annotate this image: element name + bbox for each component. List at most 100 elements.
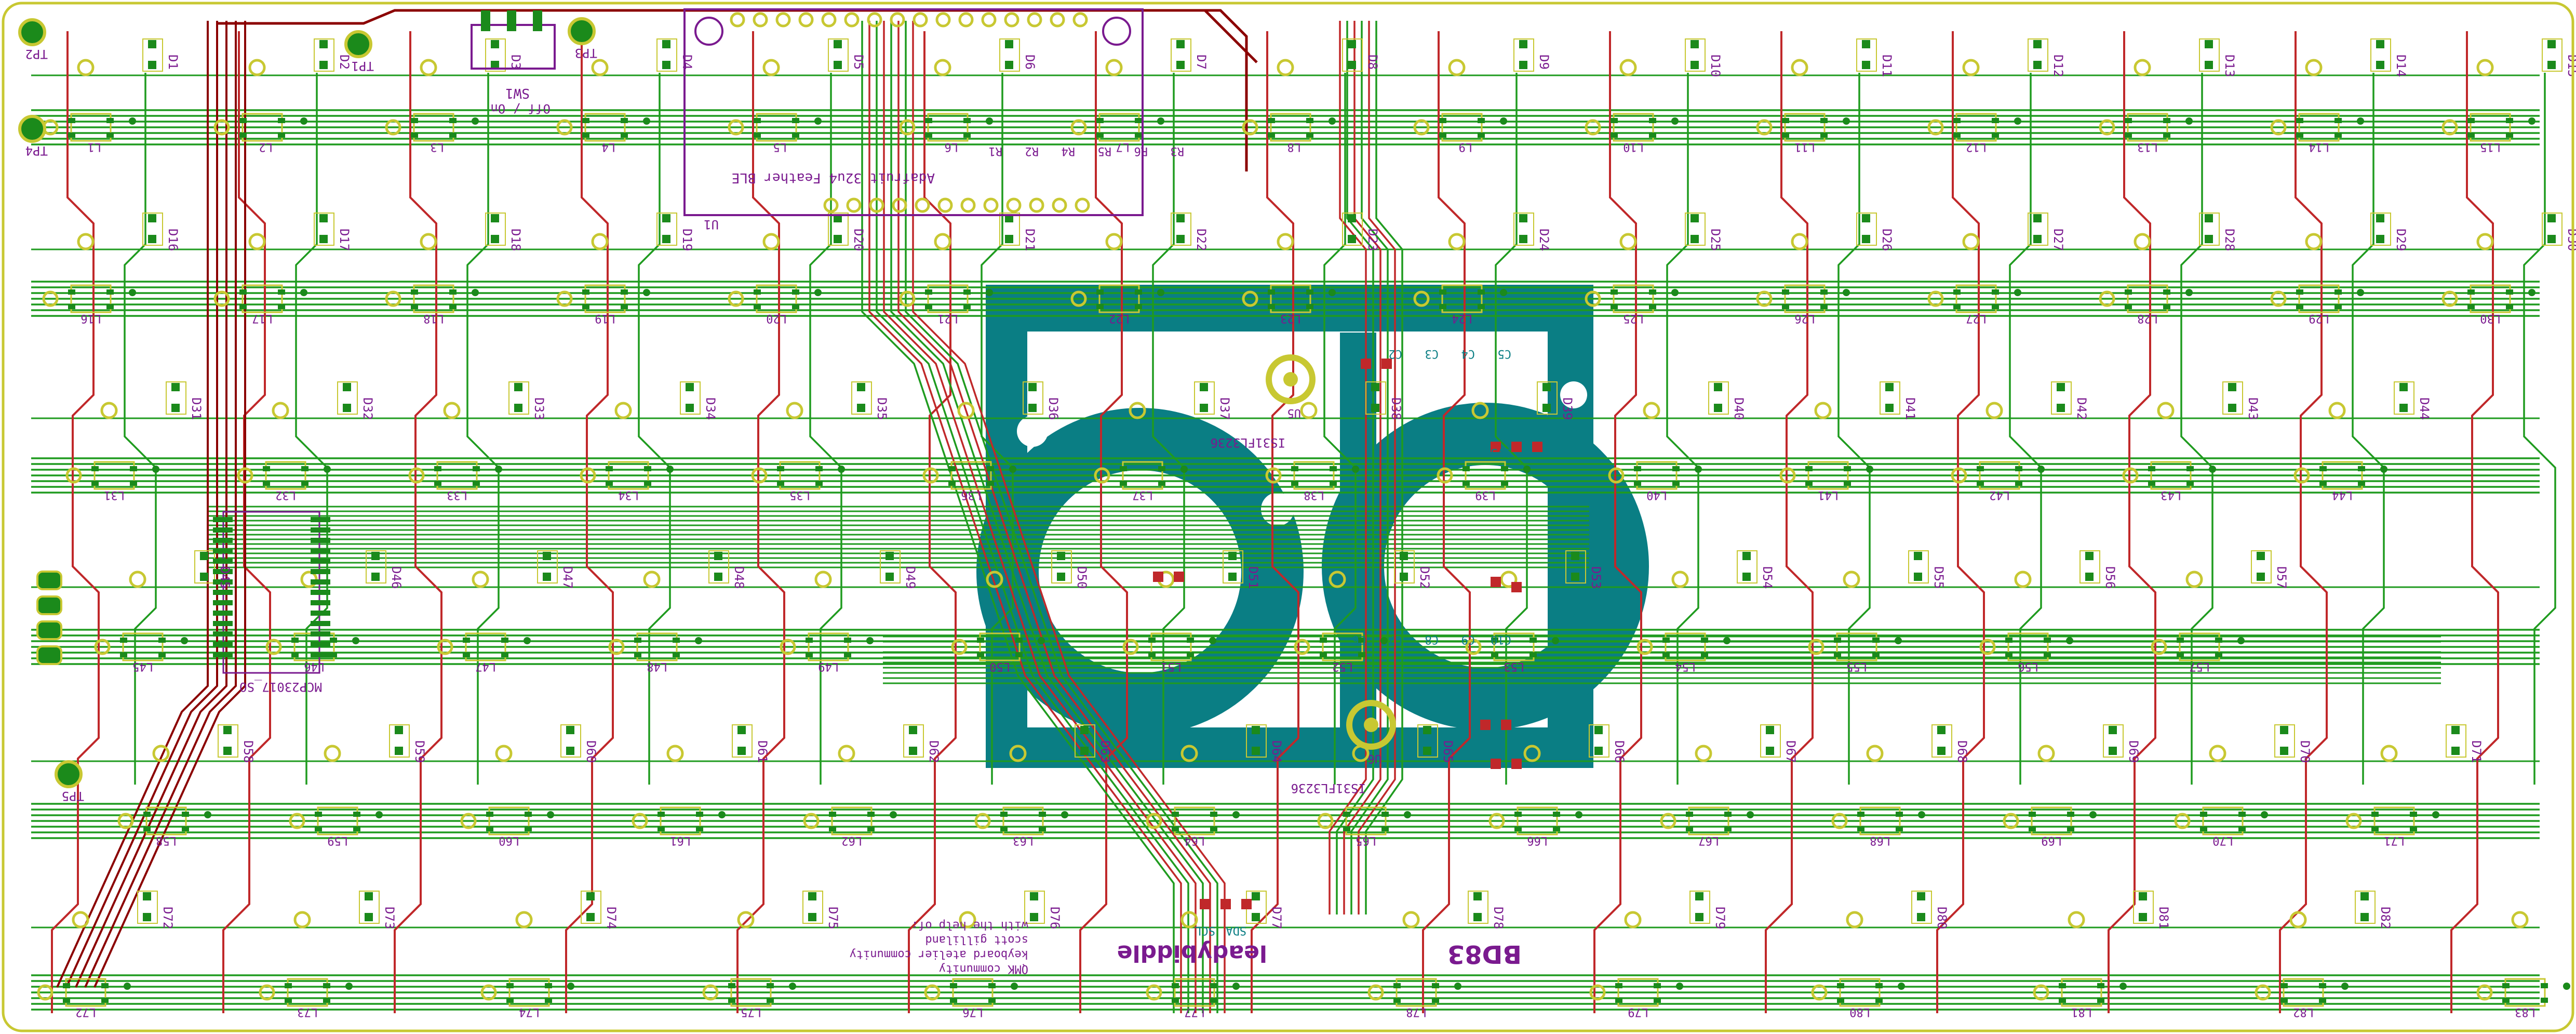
diode-outline	[880, 550, 901, 584]
diode-pad	[491, 61, 499, 69]
mcu-pin	[1050, 12, 1065, 28]
led-pad	[2238, 812, 2246, 817]
voltage-label: 3V3	[1491, 446, 1511, 459]
capacitor-label: C8	[1425, 633, 1439, 646]
led-pad	[545, 983, 552, 988]
led-pad	[1611, 132, 1618, 138]
expander-label: MCP23017_SO	[239, 680, 322, 694]
led-pad	[606, 481, 613, 486]
led-label: L24	[1452, 312, 1472, 325]
diode-label: D12	[2051, 55, 2065, 77]
diode-pad	[491, 214, 499, 222]
led-pad	[867, 812, 875, 817]
switch-label: SW1	[505, 85, 530, 101]
mcu-pin	[844, 12, 860, 28]
led-via	[472, 289, 479, 296]
switch-pin	[780, 639, 796, 655]
switch-pin	[65, 467, 82, 484]
diode-label: D62	[927, 740, 941, 763]
diode-pad	[1594, 747, 1603, 755]
diode-label: D9	[1537, 55, 1551, 70]
diode-pad	[1473, 913, 1482, 921]
diode-pad	[200, 573, 208, 581]
diode-outline	[1342, 213, 1363, 246]
led-pad	[1172, 826, 1179, 831]
led-via	[1918, 811, 1925, 818]
led-pad	[988, 998, 996, 1003]
diode-pad	[1200, 383, 1208, 391]
led-via	[2341, 983, 2349, 990]
diode-label: D32	[360, 397, 375, 420]
led-pad	[1953, 118, 1961, 123]
led-label: L48	[647, 660, 667, 673]
diode-label: D28	[2222, 229, 2237, 251]
led-pad	[68, 304, 75, 309]
led-pad	[506, 998, 514, 1003]
led-label: L11	[1794, 140, 1815, 153]
mcu-pin	[821, 12, 837, 28]
diode-outline	[581, 891, 601, 924]
diode-pad	[1691, 61, 1699, 69]
led-via	[1671, 117, 1679, 125]
led-label: L32	[275, 488, 296, 501]
led-footprint	[1784, 284, 1826, 313]
led-footprint	[1293, 461, 1335, 490]
led-pad	[1096, 289, 1104, 295]
diode-label: D25	[1708, 229, 1723, 251]
switch-pin	[324, 745, 341, 762]
switch-pin	[248, 59, 266, 76]
switch-pin	[1317, 813, 1334, 829]
led-via	[1352, 466, 1359, 473]
diode-label: D6	[1023, 55, 1037, 70]
diode-outline	[137, 891, 158, 924]
switch-pin	[1636, 639, 1653, 655]
ic-pad	[213, 527, 233, 533]
diode-outline	[485, 213, 506, 246]
mcu-pin	[937, 197, 953, 213]
switch-pin	[951, 639, 968, 655]
led-label: L47	[475, 660, 496, 673]
led-pad	[2296, 289, 2303, 295]
mcu-pin	[798, 12, 814, 28]
led-pad	[1463, 481, 1470, 486]
diode-pad	[1519, 40, 1527, 48]
diode-pad	[143, 892, 151, 900]
led-label: L42	[1989, 488, 2010, 501]
diode-outline	[1417, 724, 1438, 758]
led-via	[1866, 466, 1873, 473]
switch-pin	[728, 119, 744, 136]
led-via	[718, 811, 726, 818]
diode-pad	[1028, 383, 1037, 391]
diode-label: D43	[2246, 397, 2260, 420]
passive-pad	[1511, 442, 1522, 452]
diode-pad	[2109, 747, 2117, 755]
switch-pin	[632, 813, 648, 829]
ic-pad	[311, 548, 330, 553]
diode-pad	[143, 913, 151, 921]
led-footprint	[1441, 284, 1483, 313]
led-via	[1695, 466, 1702, 473]
led-via	[300, 289, 307, 296]
led-pad	[1330, 466, 1337, 471]
led-pad	[2186, 481, 2194, 486]
switch-pin	[1756, 290, 1773, 307]
test-point	[18, 115, 46, 143]
led-via	[152, 466, 159, 473]
switch-pin	[2122, 467, 2139, 484]
led-pad	[777, 481, 784, 486]
led-label: L36	[961, 488, 982, 501]
led-pad	[948, 481, 956, 486]
switch-pin	[1523, 745, 1541, 762]
led-pad	[1672, 481, 1680, 486]
switch-pin	[1831, 813, 1848, 829]
led-pad	[1172, 998, 1179, 1003]
led-pad	[263, 481, 270, 486]
led-label: L7	[1116, 140, 1130, 153]
led-pad	[1844, 466, 1851, 471]
diode-label: D36	[1046, 397, 1061, 420]
led-pad	[2467, 304, 2475, 309]
switch-pin	[1009, 745, 1027, 762]
led-pad	[925, 118, 932, 123]
led-footprint	[413, 284, 454, 313]
led-pad	[606, 466, 613, 471]
